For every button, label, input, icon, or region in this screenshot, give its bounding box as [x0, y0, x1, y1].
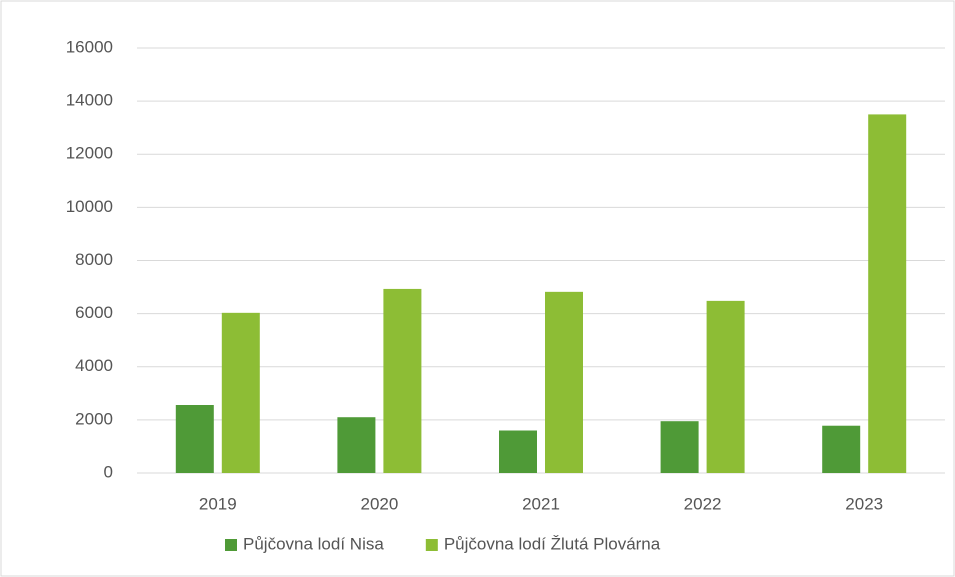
- y-tick-label: 12000: [66, 144, 113, 163]
- x-tick-label: 2019: [199, 494, 237, 513]
- y-tick-label: 0: [104, 462, 113, 481]
- bar: [545, 291, 583, 473]
- bar: [221, 312, 260, 473]
- x-tick-label: 2022: [684, 494, 722, 513]
- bar: [383, 288, 422, 473]
- y-tick-label: 4000: [75, 356, 113, 375]
- x-tick-label: 2020: [360, 494, 398, 513]
- y-tick-label: 8000: [75, 250, 113, 269]
- y-tick-label: 10000: [66, 197, 113, 216]
- y-tick-label: 16000: [66, 37, 113, 56]
- bar: [499, 430, 537, 473]
- legend-label: Půjčovna lodí Nisa: [243, 534, 384, 553]
- x-tick-label: 2023: [845, 494, 883, 513]
- bar: [175, 405, 214, 473]
- bar: [660, 421, 699, 473]
- y-tick-label: 14000: [66, 91, 113, 110]
- bar: [822, 425, 861, 473]
- y-tick-label: 6000: [75, 303, 113, 322]
- legend-swatch: [225, 539, 237, 551]
- legend-swatch: [425, 539, 438, 551]
- bar: [337, 417, 376, 473]
- legend-label: Půjčovna lodí Žlutá Plovárna: [444, 534, 661, 553]
- bar: [868, 114, 907, 473]
- bar: [706, 300, 745, 473]
- y-tick-label: 2000: [75, 409, 113, 428]
- x-tick-label: 2021: [522, 494, 560, 513]
